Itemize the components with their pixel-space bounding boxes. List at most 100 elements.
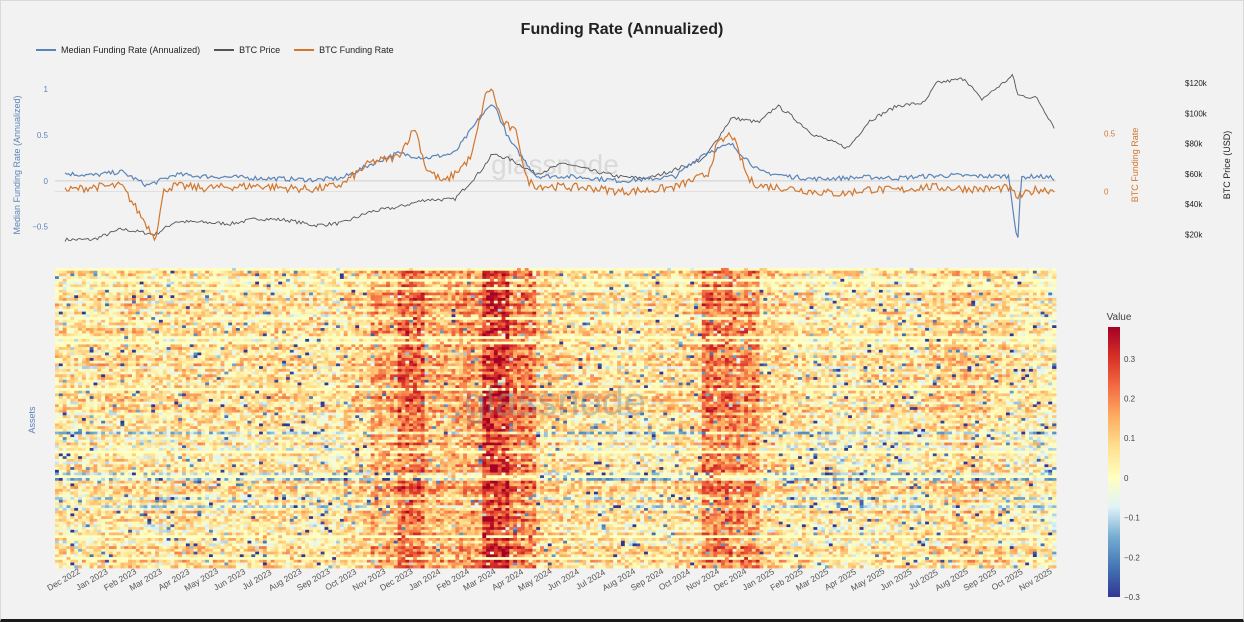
heatmap-cell <box>147 488 152 493</box>
heatmap-cell <box>170 385 175 389</box>
heatmap-cell <box>224 355 229 359</box>
heatmap-cell <box>174 475 179 479</box>
heatmap-cell <box>220 338 225 343</box>
heatmap-cell <box>70 308 75 313</box>
heatmap-cell <box>139 388 144 392</box>
heatmap-cell <box>135 559 141 563</box>
heatmap-cell <box>120 317 125 321</box>
heatmap-cell <box>174 344 179 348</box>
heatmap-cell <box>185 358 191 362</box>
heatmap-cell <box>158 543 164 547</box>
heatmap-cell <box>143 390 148 394</box>
heatmap-cell <box>128 464 133 468</box>
heatmap-cell <box>174 458 179 463</box>
heatmap-cell <box>216 439 221 443</box>
heatmap-cell <box>62 467 67 471</box>
heatmap-cell <box>81 314 87 318</box>
heatmap-cell <box>139 366 144 370</box>
heatmap-cell <box>66 306 71 310</box>
heatmap-cell <box>209 336 214 340</box>
heatmap-cell <box>112 540 117 544</box>
legend-item-median[interactable]: Median Funding Rate (Annualized) <box>36 45 200 55</box>
heatmap-cell <box>62 366 67 370</box>
heatmap-cell <box>78 510 83 514</box>
heatmap-cell <box>62 385 67 389</box>
heatmap-cell <box>105 488 110 493</box>
heatmap-cell <box>58 426 64 430</box>
heatmap-cell <box>182 371 187 375</box>
heatmap-cell <box>58 401 64 405</box>
heatmap-cell <box>182 521 187 525</box>
heatmap-cell <box>220 527 225 531</box>
heatmap-cell <box>158 461 164 465</box>
heatmap-cell <box>170 401 175 405</box>
heatmap-cell <box>147 333 152 337</box>
heatmap-cell <box>58 319 64 323</box>
heatmap-cell <box>81 538 87 542</box>
heatmap-cell <box>182 516 187 520</box>
heatmap-cell <box>139 508 144 512</box>
heatmap-cell <box>89 330 94 334</box>
heatmap-cell <box>108 426 114 430</box>
heatmap-cell <box>132 559 137 563</box>
heatmap-cell <box>66 336 71 340</box>
heatmap-cell <box>101 437 106 441</box>
heatmap-cell <box>74 270 79 274</box>
heatmap-cell <box>185 469 191 473</box>
heatmap-cell <box>166 513 171 517</box>
heatmap-cell <box>178 497 183 501</box>
heatmap-cell <box>205 456 210 460</box>
heatmap-cell <box>105 330 110 334</box>
heatmap-cell <box>116 450 121 454</box>
heatmap-cell <box>62 336 67 340</box>
heatmap-cell <box>55 396 60 400</box>
heatmap-cell <box>116 456 121 460</box>
heatmap-cell <box>139 276 144 280</box>
heatmap-cell <box>132 298 137 302</box>
heatmap-cell <box>216 344 221 348</box>
heatmap-cell <box>151 478 156 482</box>
heatmap-cell <box>224 527 229 531</box>
heatmap-cell <box>78 284 83 288</box>
heatmap-cell <box>128 284 133 288</box>
heatmap-cell <box>105 516 110 520</box>
heatmap-cell <box>93 458 98 463</box>
heatmap-cell <box>62 488 67 493</box>
heatmap-cell <box>55 540 60 544</box>
heatmap-cell <box>224 450 229 454</box>
heatmap-cell <box>70 371 75 375</box>
heatmap-cell <box>139 412 144 416</box>
heatmap-cell <box>201 497 206 501</box>
heatmap-cell <box>85 306 91 310</box>
legend-item-btc-price[interactable]: BTC Price <box>214 45 280 55</box>
legend-item-btc-funding[interactable]: BTC Funding Rate <box>294 45 394 55</box>
heatmap-cell <box>70 270 75 274</box>
heatmap-cell <box>120 377 125 381</box>
heatmap-cell <box>185 341 191 345</box>
heatmap-cell <box>128 276 133 280</box>
heatmap-cell <box>166 516 171 520</box>
heatmap-cell <box>81 325 87 329</box>
heatmap-cell <box>74 488 79 493</box>
heatmap-cell <box>201 273 206 277</box>
heatmap-cell <box>116 439 121 443</box>
heatmap-cell <box>128 472 133 476</box>
heatmap-cell <box>62 347 67 351</box>
heatmap-cell <box>62 281 67 285</box>
heatmap-cell <box>162 393 168 397</box>
heatmap-cell <box>78 472 83 476</box>
heatmap-cell <box>120 298 125 302</box>
heatmap-cell <box>170 518 175 523</box>
heatmap-cell <box>147 273 152 277</box>
heatmap-cell <box>132 377 137 381</box>
heatmap-cell <box>58 535 64 539</box>
heatmap-cell <box>224 524 229 528</box>
heatmap-cell <box>193 333 198 337</box>
heatmap-cell <box>189 317 194 321</box>
price-tick-label: $100k <box>1185 109 1208 118</box>
heatmap-cell <box>162 428 168 433</box>
heatmap-cell <box>78 355 83 359</box>
heatmap-cell <box>108 379 114 383</box>
heatmap-cell <box>178 388 183 392</box>
heatmap-cell <box>93 270 98 274</box>
